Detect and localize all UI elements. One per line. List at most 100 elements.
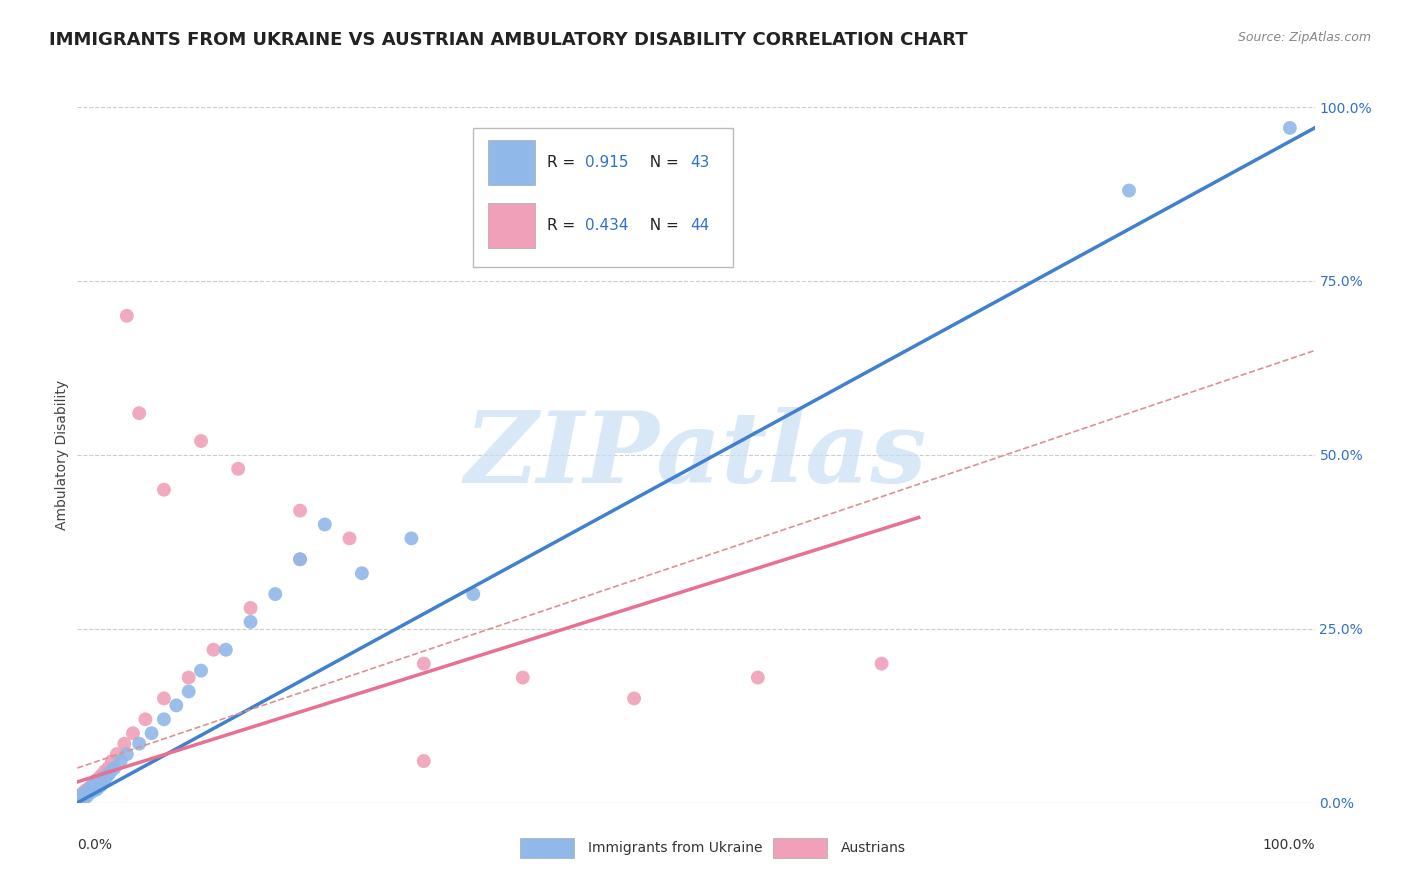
- Point: [73, 789, 96, 803]
- Point: [72, 785, 94, 799]
- Point: [83, 783, 105, 797]
- Point: [70, 790, 93, 805]
- Point: [69, 789, 91, 803]
- Point: [90, 769, 112, 783]
- Point: [264, 587, 287, 601]
- Point: [190, 664, 212, 678]
- Bar: [474, 128, 733, 267]
- Point: [90, 778, 112, 792]
- Point: [73, 791, 96, 805]
- Text: ZIPatlas: ZIPatlas: [465, 407, 927, 503]
- Point: [87, 772, 110, 786]
- Point: [202, 642, 225, 657]
- Y-axis label: Ambulatory Disability: Ambulatory Disability: [55, 380, 69, 530]
- Point: [153, 483, 176, 497]
- Point: [82, 776, 104, 790]
- Point: [93, 764, 115, 779]
- Point: [177, 671, 200, 685]
- Point: [870, 657, 893, 671]
- Point: [77, 781, 100, 796]
- Point: [350, 566, 373, 581]
- Point: [91, 775, 114, 789]
- Text: R =: R =: [547, 218, 581, 233]
- Point: [115, 747, 138, 761]
- Point: [76, 789, 98, 803]
- Point: [97, 768, 120, 782]
- Point: [412, 657, 434, 671]
- Text: Immigrants from Ukraine: Immigrants from Ukraine: [588, 841, 762, 855]
- Point: [239, 615, 262, 629]
- Text: Austrians: Austrians: [841, 841, 905, 855]
- Text: 44: 44: [690, 218, 709, 233]
- Point: [190, 434, 212, 448]
- Point: [100, 764, 122, 779]
- Point: [82, 780, 104, 795]
- Point: [115, 309, 138, 323]
- Point: [75, 783, 97, 797]
- Point: [83, 780, 105, 795]
- Point: [77, 783, 100, 797]
- Point: [86, 778, 108, 792]
- Point: [79, 780, 101, 795]
- Text: R =: R =: [547, 155, 581, 170]
- Point: [128, 737, 150, 751]
- Point: [1278, 120, 1301, 135]
- Point: [339, 532, 361, 546]
- Point: [69, 789, 91, 803]
- Point: [103, 761, 125, 775]
- Bar: [488, 202, 536, 248]
- Text: IMMIGRANTS FROM UKRAINE VS AUSTRIAN AMBULATORY DISABILITY CORRELATION CHART: IMMIGRANTS FROM UKRAINE VS AUSTRIAN AMBU…: [49, 31, 967, 49]
- Bar: [488, 140, 536, 186]
- Point: [84, 778, 107, 792]
- Text: 100.0%: 100.0%: [1263, 838, 1315, 852]
- Point: [91, 768, 114, 782]
- Text: 43: 43: [690, 155, 709, 170]
- Point: [80, 785, 103, 799]
- Point: [153, 712, 176, 726]
- Point: [94, 769, 117, 783]
- Point: [288, 503, 311, 517]
- Point: [82, 778, 104, 792]
- Point: [79, 781, 101, 796]
- Point: [84, 773, 107, 788]
- Point: [165, 698, 187, 713]
- Point: [153, 691, 176, 706]
- Text: 0.434: 0.434: [585, 218, 628, 233]
- Point: [76, 785, 98, 799]
- Point: [288, 552, 311, 566]
- Point: [72, 788, 94, 802]
- Point: [463, 587, 485, 601]
- Point: [512, 671, 534, 685]
- Point: [128, 406, 150, 420]
- Point: [288, 552, 311, 566]
- Point: [239, 601, 262, 615]
- Point: [177, 684, 200, 698]
- Point: [141, 726, 163, 740]
- Point: [75, 785, 97, 799]
- Point: [122, 726, 145, 740]
- Point: [91, 772, 114, 786]
- Point: [105, 747, 128, 761]
- Point: [134, 712, 156, 726]
- Text: 0.915: 0.915: [585, 155, 628, 170]
- Point: [101, 754, 124, 768]
- Point: [72, 790, 94, 805]
- Point: [93, 773, 115, 788]
- Point: [110, 754, 132, 768]
- Point: [82, 778, 104, 792]
- Point: [401, 532, 423, 546]
- Point: [72, 788, 94, 802]
- Point: [87, 776, 110, 790]
- Point: [97, 761, 120, 775]
- Point: [747, 671, 769, 685]
- Point: [226, 462, 249, 476]
- Point: [89, 775, 111, 789]
- Point: [112, 737, 135, 751]
- Point: [1118, 184, 1140, 198]
- Text: Source: ZipAtlas.com: Source: ZipAtlas.com: [1237, 31, 1371, 45]
- Point: [215, 642, 238, 657]
- Text: N =: N =: [640, 155, 683, 170]
- Point: [86, 781, 108, 796]
- Point: [70, 792, 93, 806]
- Point: [412, 754, 434, 768]
